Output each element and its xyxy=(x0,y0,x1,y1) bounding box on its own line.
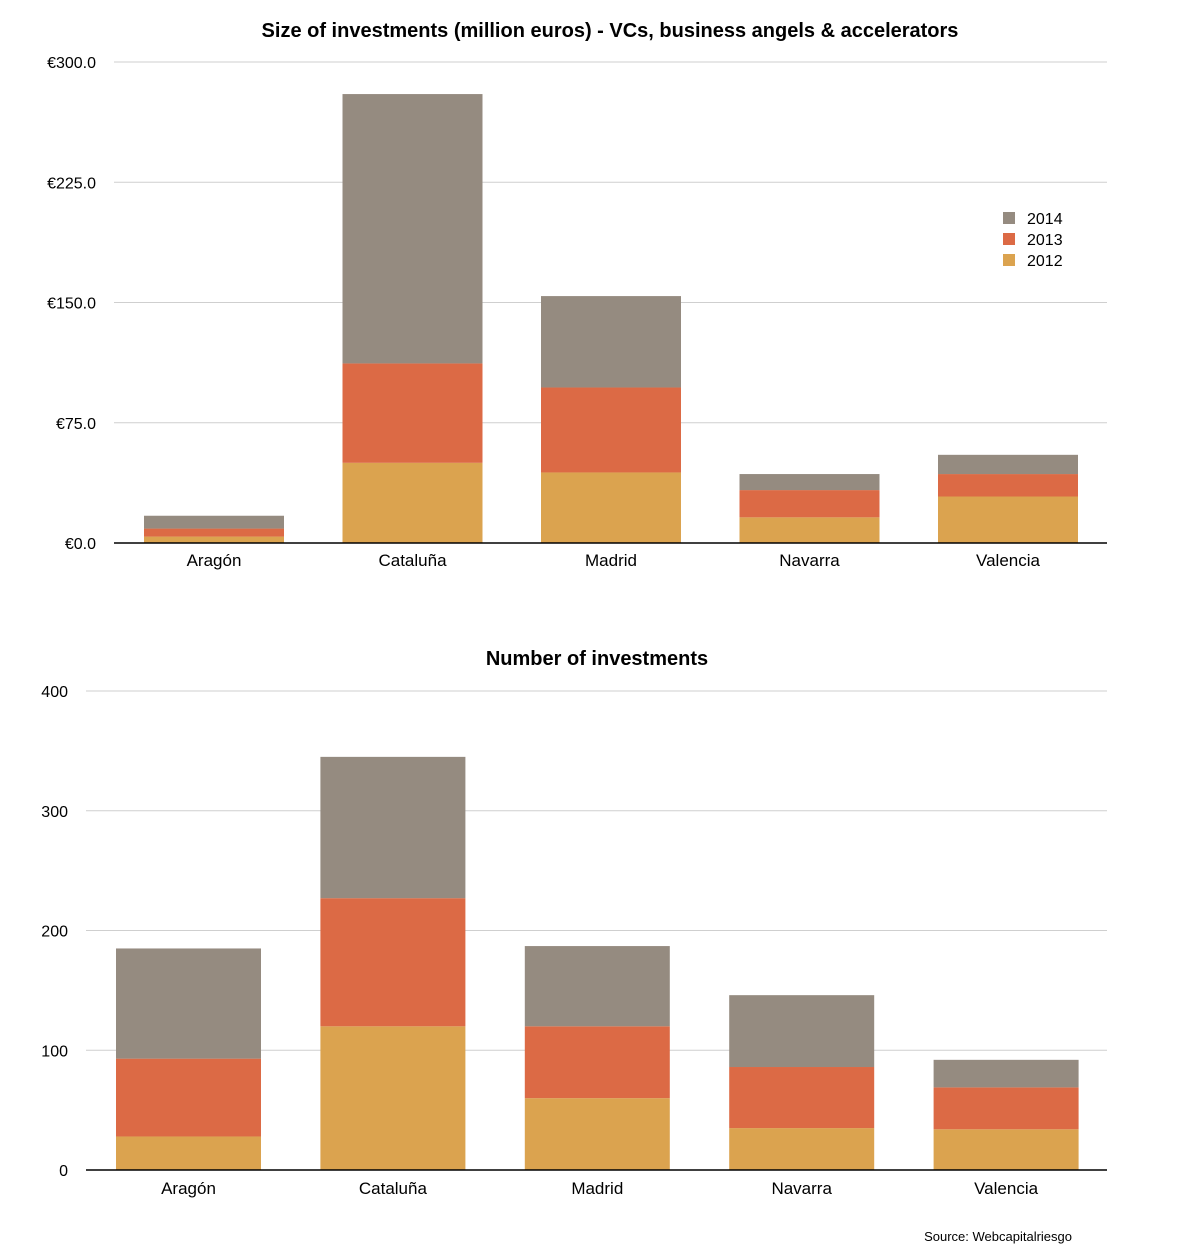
x-tick-label: Aragón xyxy=(187,551,242,570)
y-tick-label: 100 xyxy=(41,1043,68,1060)
x-tick-label: Valencia xyxy=(976,551,1040,570)
legend-label: 2012 xyxy=(1027,253,1063,270)
x-tick-label: Valencia xyxy=(974,1179,1038,1198)
y-tick-label: €225.0 xyxy=(47,175,96,192)
bar-segment-2013 xyxy=(938,474,1078,497)
bar-segment-2012 xyxy=(320,1026,466,1170)
y-tick-label: 400 xyxy=(41,684,68,701)
legend-label: 2013 xyxy=(1027,232,1063,249)
bar-segment-2012 xyxy=(116,1136,261,1170)
chart-title: Number of investments xyxy=(486,648,708,670)
y-tick-label: 200 xyxy=(41,924,68,941)
bar-segment-2014 xyxy=(933,1059,1079,1088)
bar-segment-2013 xyxy=(524,1026,670,1099)
bar-segment-2012 xyxy=(739,517,880,543)
bar-segment-2012 xyxy=(342,462,483,543)
y-tick-label: €150.0 xyxy=(47,296,96,313)
bar-segment-2014 xyxy=(541,296,681,388)
bar-segment-2014 xyxy=(144,515,284,529)
legend-label: 2014 xyxy=(1027,211,1063,228)
x-tick-label: Cataluña xyxy=(359,1179,428,1198)
chart-number-of-investments: Number of investments 0 100 200 300 400 Aragó… xyxy=(41,648,1107,1198)
x-tick-label: Madrid xyxy=(585,551,637,570)
chart-title: Size of investments (million euros) - VC… xyxy=(262,20,959,42)
bar-segment-2014 xyxy=(938,454,1078,475)
bar-segment-2013 xyxy=(320,898,466,1027)
bar-segment-2014 xyxy=(739,474,880,491)
x-tick-label: Aragón xyxy=(161,1179,216,1198)
bar-segment-2014 xyxy=(116,948,261,1059)
legend-swatch-2013 xyxy=(1003,233,1015,245)
y-tick-label: €0.0 xyxy=(65,536,96,553)
bar-segment-2012 xyxy=(541,472,681,543)
x-tick-label: Madrid xyxy=(571,1179,623,1198)
bar-segment-2013 xyxy=(541,387,681,473)
bar-segment-2012 xyxy=(938,496,1078,543)
legend-swatch-2014 xyxy=(1003,212,1015,224)
bar-segment-2013 xyxy=(116,1058,261,1137)
x-tick-label: Navarra xyxy=(779,551,840,570)
legend: 2014 2013 2012 xyxy=(1003,211,1063,270)
bars xyxy=(116,756,1079,1170)
bar-segment-2012 xyxy=(144,536,284,543)
bar-segment-2013 xyxy=(729,1067,875,1129)
bar-segment-2012 xyxy=(524,1098,670,1170)
bar-segment-2014 xyxy=(320,756,466,899)
bar-segment-2014 xyxy=(524,946,670,1027)
y-tick-label: €75.0 xyxy=(56,416,96,433)
bar-segment-2013 xyxy=(739,490,880,518)
bar-segment-2014 xyxy=(729,995,875,1068)
y-tick-label: 0 xyxy=(59,1163,68,1180)
axis: 0 100 200 300 400 Aragón Cataluña Madrid Navarra… xyxy=(41,684,1107,1198)
x-tick-label: Cataluña xyxy=(378,551,447,570)
bar-segment-2012 xyxy=(729,1128,875,1170)
bar-segment-2013 xyxy=(933,1087,1079,1130)
bars xyxy=(144,94,1078,543)
source-note: Source: Webcapitalriesgo xyxy=(924,1229,1072,1244)
bar-segment-2012 xyxy=(933,1129,1079,1170)
bar-segment-2013 xyxy=(144,528,284,537)
bar-segment-2013 xyxy=(342,363,483,463)
bar-segment-2014 xyxy=(342,94,483,364)
y-tick-label: €300.0 xyxy=(47,55,96,72)
chart-size-of-investments: Size of investments (million euros) - VC… xyxy=(47,20,1107,570)
legend-swatch-2012 xyxy=(1003,254,1015,266)
x-tick-label: Navarra xyxy=(771,1179,832,1198)
y-tick-label: 300 xyxy=(41,804,68,821)
axis: €0.0 €75.0 €150.0 €225.0 €300.0 Aragón Cataluñ… xyxy=(47,55,1107,570)
